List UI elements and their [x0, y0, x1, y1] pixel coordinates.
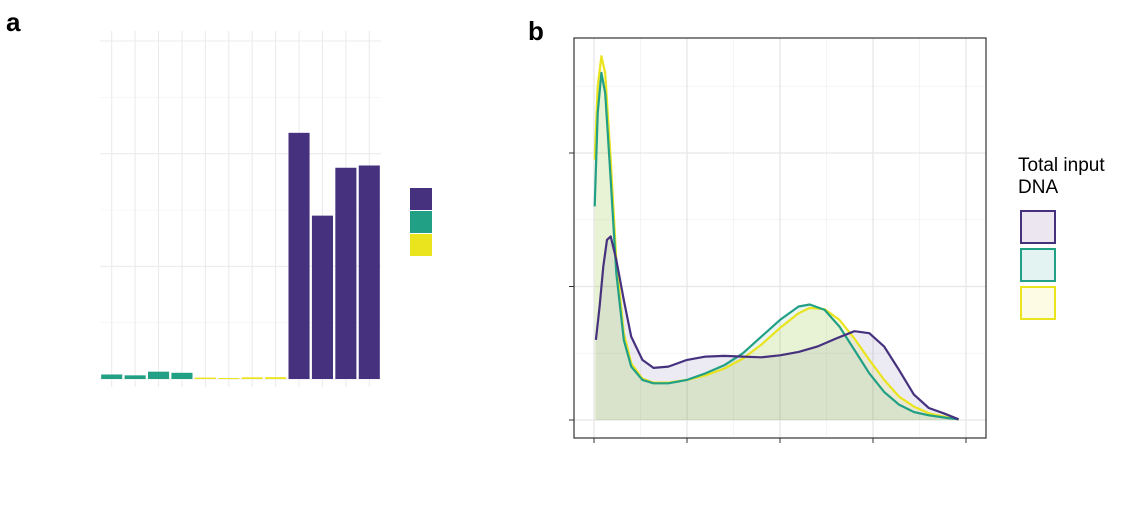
density-area-200ng [594, 72, 959, 421]
legend-swatch [410, 234, 432, 256]
bar-chart-panel [100, 31, 381, 387]
bar [311, 215, 333, 379]
bar [194, 377, 216, 379]
legend-swatch [410, 188, 432, 210]
legend-title-line2: DNA [1018, 177, 1058, 198]
bar-chart-legend [410, 188, 432, 256]
bar [265, 377, 287, 379]
bar [335, 167, 357, 379]
density-line-40ng [594, 235, 960, 421]
density-chart-legend: Total input DNA [1018, 155, 1105, 320]
density-area-40ng [595, 236, 959, 420]
bar [124, 375, 146, 379]
bar [241, 377, 263, 379]
panel-b-letter: b [528, 16, 544, 46]
density-line-200ng [593, 71, 959, 421]
bar [218, 377, 240, 379]
density-chart-panel [569, 37, 987, 443]
legend-swatch [410, 211, 432, 233]
legend-title: Total input DNA [1018, 155, 1105, 198]
bar [171, 372, 193, 379]
panel-a-letter: a [6, 7, 21, 37]
bar [101, 374, 123, 379]
legend-swatch [1020, 210, 1056, 244]
legend-swatch [1020, 248, 1056, 282]
bar [288, 132, 310, 379]
legend-title-line1: Total input [1018, 155, 1105, 176]
bar [358, 165, 380, 379]
bar [148, 371, 170, 379]
density-area-400ng [594, 56, 959, 420]
legend-swatch [1020, 286, 1056, 320]
